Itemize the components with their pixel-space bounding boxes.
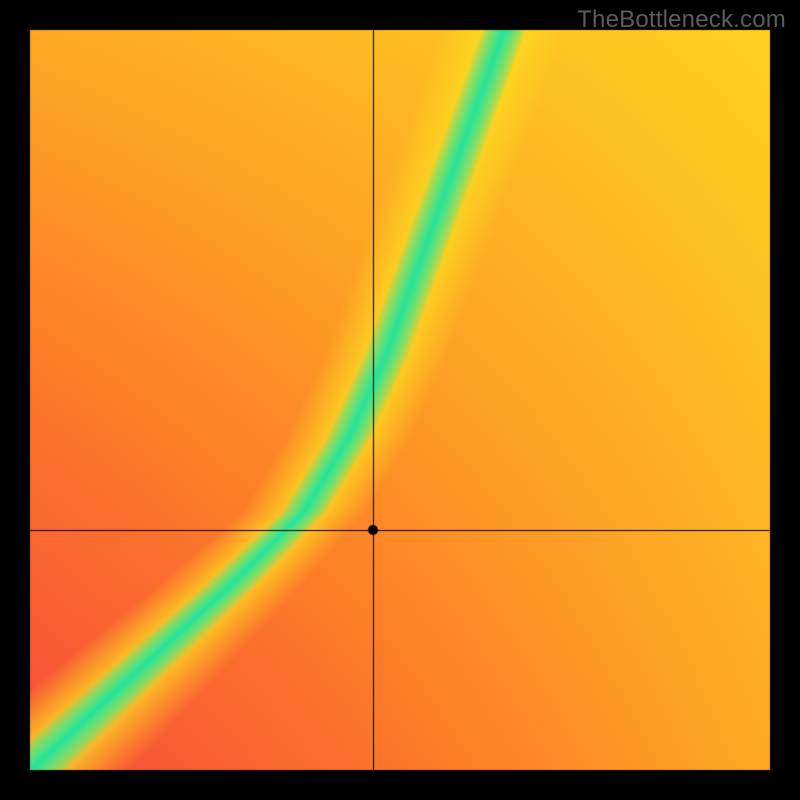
- watermark-text: TheBottleneck.com: [577, 6, 786, 34]
- heatmap-canvas: [0, 0, 800, 800]
- chart-container: TheBottleneck.com: [0, 0, 800, 800]
